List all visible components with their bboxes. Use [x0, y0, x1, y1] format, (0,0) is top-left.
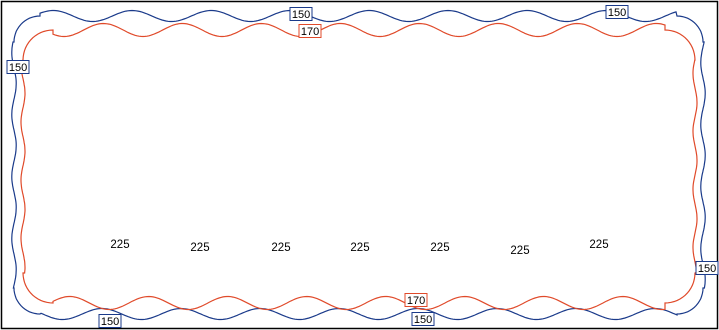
outer-tag: 150 — [289, 7, 313, 21]
outer-tag-label: 150 — [608, 7, 626, 19]
value-label: 225 — [430, 242, 449, 254]
inner-tag: 170 — [404, 293, 428, 307]
inner-tag: 170 — [298, 24, 322, 38]
value-label: 225 — [190, 242, 209, 254]
inner-tag-label: 170 — [407, 295, 425, 307]
inner-tag-label: 170 — [301, 26, 319, 38]
outer-wavy-contour — [11, 9, 706, 321]
value-label: 225 — [271, 242, 290, 254]
value-label: 225 — [589, 239, 608, 251]
outer-tag-label: 150 — [9, 62, 27, 74]
outer-tag-label: 150 — [101, 316, 119, 328]
outer-tag: 150 — [6, 60, 30, 74]
outer-tag: 150 — [605, 5, 629, 19]
value-label: 225 — [350, 242, 369, 254]
outer-tag-label: 150 — [292, 9, 310, 21]
outer-tag-label: 150 — [414, 314, 432, 326]
outer-tag-label: 150 — [698, 263, 716, 275]
outer-tag: 150 — [695, 261, 719, 275]
value-label: 225 — [110, 239, 129, 251]
outer-tag: 150 — [411, 312, 435, 326]
outer-tag: 150 — [98, 314, 122, 328]
inner-wavy-contour — [20, 22, 698, 311]
value-label: 225 — [510, 245, 529, 257]
